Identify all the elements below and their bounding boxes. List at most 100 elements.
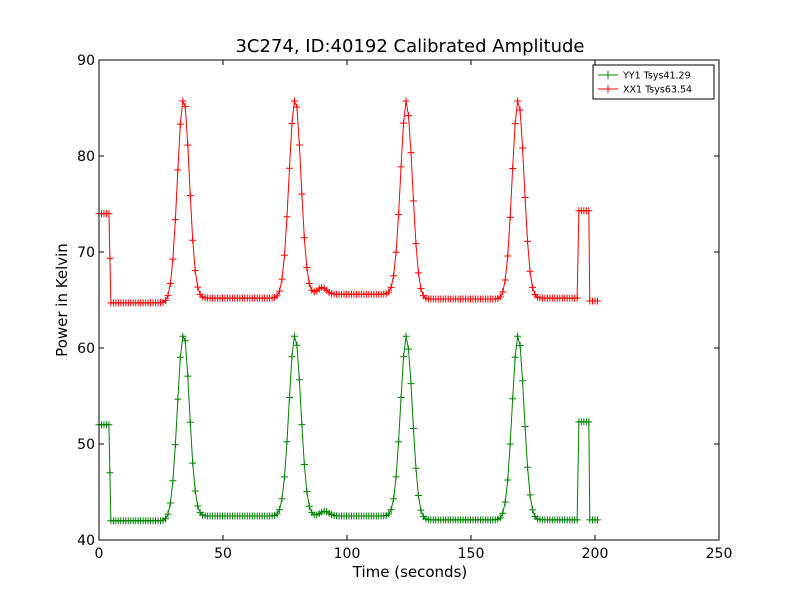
data-point	[295, 141, 303, 149]
legend-label: XX1 Tsys63.54	[623, 85, 692, 96]
data-point	[191, 487, 199, 495]
data-point	[298, 421, 306, 429]
plot-frame	[98, 59, 720, 541]
legend-marker	[604, 71, 612, 79]
data-point	[506, 213, 514, 221]
data-point	[496, 293, 504, 301]
data-point	[390, 495, 398, 503]
data-point	[504, 476, 512, 484]
data-point	[499, 509, 507, 517]
data-point	[191, 267, 199, 275]
data-point	[395, 438, 403, 446]
data-point	[298, 190, 306, 198]
data-point	[174, 166, 182, 174]
data-point	[305, 502, 313, 510]
x-tick-label: 50	[214, 546, 232, 562]
data-point	[524, 237, 532, 245]
data-point	[164, 510, 172, 518]
data-point	[171, 441, 179, 449]
data-point	[499, 288, 507, 296]
data-point	[417, 506, 425, 514]
data-point	[273, 292, 281, 300]
data-point	[521, 423, 529, 431]
data-point	[414, 269, 422, 277]
data-point	[276, 506, 284, 514]
data-point	[496, 514, 504, 522]
data-point	[189, 459, 197, 467]
data-point	[169, 477, 177, 485]
series-xx1	[95, 97, 601, 307]
data-point	[281, 473, 289, 481]
series-layer	[95, 97, 601, 525]
data-point	[412, 240, 420, 248]
data-point	[300, 234, 308, 242]
data-point	[273, 510, 281, 518]
data-point	[105, 421, 113, 429]
y-tick-label: 90	[77, 53, 95, 69]
data-point	[509, 395, 517, 403]
x-tick-label: 250	[706, 546, 733, 562]
legend: YY1 Tsys41.29 XX1 Tsys63.54	[592, 64, 715, 100]
data-point	[278, 495, 286, 503]
data-point	[174, 395, 182, 403]
x-tick-label: 0	[95, 546, 104, 562]
data-point	[511, 120, 519, 128]
data-point	[392, 473, 400, 481]
data-point	[409, 424, 417, 432]
y-axis-label: Power in Kelvin	[53, 243, 71, 357]
data-point	[290, 97, 298, 105]
y-tick-label: 60	[77, 341, 95, 357]
chart-title: 3C274, ID:40192 Calibrated Amplitude	[235, 36, 584, 57]
data-point	[519, 377, 527, 385]
data-point	[285, 164, 293, 172]
legend-marker	[604, 85, 612, 93]
data-point	[516, 106, 524, 114]
data-point	[501, 498, 509, 506]
data-point	[189, 236, 197, 244]
data-point	[194, 283, 202, 291]
data-point	[176, 353, 184, 361]
data-point	[390, 272, 398, 280]
data-point	[387, 283, 395, 291]
data-point	[573, 516, 581, 524]
data-point	[524, 463, 532, 471]
data-point	[412, 464, 420, 472]
data-point	[285, 393, 293, 401]
data-point	[181, 102, 189, 110]
data-point	[283, 213, 291, 221]
data-point	[303, 263, 311, 271]
data-point	[506, 440, 514, 448]
x-axis-label: Time (seconds)	[352, 563, 468, 581]
data-point	[303, 488, 311, 496]
data-point	[402, 332, 410, 340]
data-point	[288, 353, 296, 361]
data-point	[278, 275, 286, 283]
data-point	[526, 267, 534, 275]
data-point	[161, 515, 169, 523]
data-point	[105, 210, 113, 218]
series-yy1	[95, 332, 601, 525]
data-point	[305, 279, 313, 287]
data-point	[593, 297, 601, 305]
data-point	[407, 149, 415, 157]
data-point	[521, 193, 529, 201]
data-point	[392, 248, 400, 256]
data-point	[516, 342, 524, 350]
data-point	[281, 251, 289, 259]
data-point	[300, 460, 308, 468]
data-point	[276, 287, 284, 295]
data-point	[184, 372, 192, 380]
data-point	[186, 418, 194, 426]
data-point	[171, 216, 179, 224]
data-point	[179, 97, 187, 105]
data-point	[414, 491, 422, 499]
data-point	[585, 418, 593, 426]
axes-layer: 0 50 100 150 200 250 40 50 60 70 80 90	[77, 53, 732, 562]
y-tick-label: 70	[77, 245, 95, 261]
data-point	[166, 279, 174, 287]
x-tick-label: 100	[334, 546, 361, 562]
data-point	[161, 297, 169, 305]
data-point	[106, 469, 114, 477]
data-point	[526, 491, 534, 499]
